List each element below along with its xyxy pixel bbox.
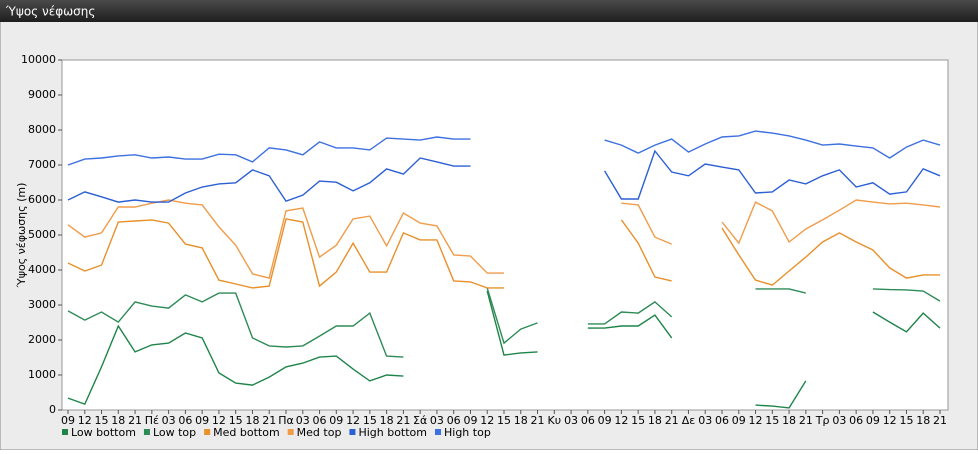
legend-label: Med top	[297, 426, 342, 439]
x-tick-label: 18	[245, 414, 259, 427]
y-tick-label: 3000	[28, 298, 56, 311]
x-tick-label: 06	[447, 414, 461, 427]
x-tick-label: 06	[849, 414, 863, 427]
legend-label: High bottom	[358, 426, 427, 439]
x-tick-label: 18	[782, 414, 796, 427]
legend-swatch	[435, 429, 441, 435]
x-tick-label: 18	[916, 414, 930, 427]
y-tick-label: 8000	[28, 123, 56, 136]
x-tick-label: 18	[380, 414, 394, 427]
plot-area	[61, 59, 949, 411]
x-tick-label: 06	[313, 414, 327, 427]
x-tick-label: 18	[514, 414, 528, 427]
y-tick-label: 5000	[28, 228, 56, 241]
y-tick-label: 9000	[28, 88, 56, 101]
series-line	[67, 199, 941, 279]
x-tick-label: Σά	[413, 414, 427, 427]
x-tick-label: 12	[346, 414, 360, 427]
x-tick-label: 03	[698, 414, 712, 427]
x-tick-label: Δε	[682, 414, 696, 427]
legend-swatch	[204, 429, 211, 435]
legend-swatch	[62, 429, 68, 435]
x-tick-label: 15	[899, 414, 913, 427]
y-tick-label: 0	[49, 403, 56, 416]
x-tick-label: 15	[229, 414, 243, 427]
x-tick-label: 03	[430, 414, 444, 427]
legend-label: High top	[444, 426, 491, 439]
x-tick-label: 09	[732, 414, 746, 427]
series-line	[67, 287, 941, 358]
x-tick-label: Πα	[278, 414, 294, 427]
series-line	[67, 290, 941, 409]
legend-label: Low top	[153, 426, 196, 439]
x-tick-label: 21	[396, 414, 410, 427]
x-tick-label: Κυ	[548, 414, 562, 427]
legend-label: Low bottom	[71, 426, 136, 439]
chart-title: Ύψος νέφωσης	[5, 5, 95, 19]
x-tick-label: 09	[463, 414, 477, 427]
y-tick-label: 10000	[21, 53, 56, 66]
legend-swatch	[287, 429, 294, 435]
y-tick-label: 6000	[28, 193, 56, 206]
series-line	[67, 218, 940, 289]
x-tick-label: 21	[128, 414, 142, 427]
x-tick-label: 15	[363, 414, 377, 427]
x-tick-label: 12	[749, 414, 763, 427]
legend-swatch	[143, 429, 150, 435]
y-tick-label: 4000	[28, 263, 56, 276]
x-tick-label: 06	[581, 414, 595, 427]
series-line	[67, 130, 941, 166]
x-tick-label: 09	[866, 414, 880, 427]
y-axis-label: Ύψος νέφωσης (m)	[15, 183, 28, 289]
x-tick-label: 03	[564, 414, 578, 427]
x-tick-label: 12	[212, 414, 226, 427]
x-tick-label: 09	[61, 414, 75, 427]
x-tick-label: 21	[531, 414, 545, 427]
x-tick-label: 18	[111, 414, 125, 427]
x-tick-label: 15	[497, 414, 511, 427]
x-tick-label: Τρ	[815, 414, 830, 427]
x-tick-label: 09	[195, 414, 209, 427]
x-tick-label: 15	[631, 414, 645, 427]
x-tick-label: 03	[296, 414, 310, 427]
x-tick-label: 03	[832, 414, 846, 427]
legend-label: Med bottom	[213, 426, 280, 439]
y-tick-label: 7000	[28, 158, 56, 171]
x-tick-label: 12	[480, 414, 494, 427]
x-tick-label: 21	[799, 414, 813, 427]
title-bar	[0, 0, 978, 22]
x-tick-label: 15	[765, 414, 779, 427]
legend-swatch	[349, 429, 356, 435]
x-tick-label: 03	[162, 414, 176, 427]
x-tick-label: Πέ	[145, 414, 159, 427]
x-tick-label: 21	[665, 414, 679, 427]
x-tick-label: 09	[329, 414, 343, 427]
x-tick-label: 06	[715, 414, 729, 427]
y-tick-label: 2000	[28, 333, 56, 346]
x-tick-label: 09	[598, 414, 612, 427]
x-tick-label: 15	[95, 414, 109, 427]
x-tick-label: 18	[648, 414, 662, 427]
x-tick-label: 12	[614, 414, 628, 427]
x-tick-label: 06	[178, 414, 192, 427]
y-tick-label: 1000	[28, 368, 56, 381]
x-tick-label: 12	[78, 414, 92, 427]
x-tick-label: 12	[883, 414, 897, 427]
x-tick-label: 21	[933, 414, 947, 427]
x-tick-label: 21	[262, 414, 276, 427]
series-line	[67, 149, 941, 203]
